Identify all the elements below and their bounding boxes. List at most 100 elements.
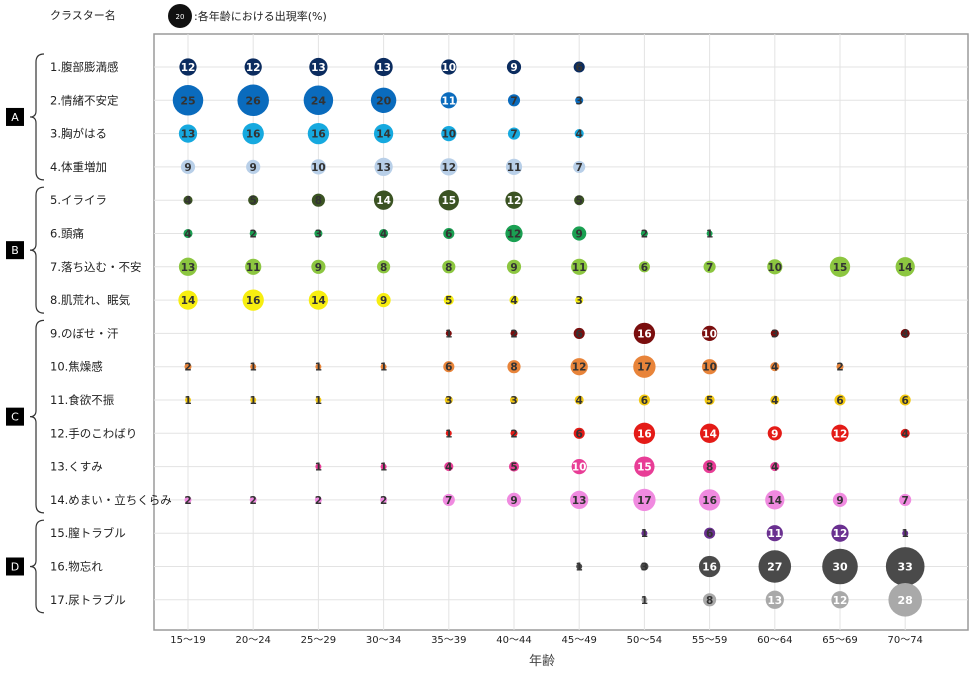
bubble [374, 157, 393, 177]
bubble [698, 555, 721, 578]
bubble-value-label: 7 [706, 262, 713, 274]
bubble [900, 428, 910, 438]
bubble-value-label: 4 [902, 428, 909, 440]
bubble-value-label: 14 [376, 195, 391, 207]
bubble [178, 290, 198, 310]
bubble-value-label: 4 [445, 462, 452, 474]
bubble-value-label: 9 [380, 295, 387, 307]
bubble-value-label: 14 [376, 129, 391, 141]
bubble-value-label: 12 [833, 595, 848, 607]
bubble [574, 195, 585, 206]
bubble [573, 327, 585, 339]
bubble-value-label: 9 [315, 262, 322, 274]
bubble [575, 96, 584, 105]
cluster-badge [6, 407, 24, 426]
bubble [183, 228, 193, 239]
row-label: 8.肌荒れ、眠気 [50, 293, 131, 307]
bubble-value-label: 3 [576, 95, 583, 107]
bubble [445, 430, 452, 437]
bubble-value-label: 11 [572, 262, 587, 274]
bubble-value-label: 1 [315, 362, 322, 374]
bubble-value-label: 11 [441, 95, 456, 107]
cluster-bracket [29, 53, 45, 181]
bubble-value-label: 17 [637, 495, 652, 507]
bubble-value-label: 13 [376, 162, 391, 174]
bubble [376, 293, 391, 308]
bubble [767, 426, 782, 441]
row-label: 7.落ち込む・不安 [50, 260, 141, 274]
bubble-value-label: 28 [898, 594, 913, 607]
bubble-value-label: 2 [315, 495, 322, 507]
bubble [899, 493, 912, 506]
bubble-value-label: 2 [836, 362, 843, 374]
bubble-value-label: 4 [771, 395, 778, 407]
bubble-value-label: 2 [380, 495, 387, 507]
bubble [249, 496, 257, 504]
bubble [315, 396, 322, 404]
bubble [834, 394, 846, 406]
bubble [895, 257, 915, 277]
bubble [250, 396, 257, 404]
row-label: 3.胸がはる [50, 127, 107, 141]
bubble [640, 229, 648, 238]
bubble-value-label: 14 [181, 295, 196, 307]
row-label: 1.腹部膨満感 [50, 60, 118, 74]
bubble [832, 492, 848, 507]
cluster-label: D [11, 561, 19, 574]
bubble-value-label: 12 [833, 528, 848, 540]
bubble-value-label: 20 [376, 94, 392, 107]
bubble-value-label: 13 [572, 495, 587, 507]
bubble-value-label: 15 [637, 462, 652, 474]
bubble [438, 190, 459, 211]
row-labels: 1.腹部膨満感 2.情緒不安定 3.胸がはる 4.体重増加 5.イライラ 6.頭痛 7.落ち… [50, 60, 172, 607]
bubble-value-label: 9 [576, 229, 583, 241]
bubble [571, 459, 587, 475]
legend-bubble [168, 4, 192, 28]
bubble [576, 563, 583, 570]
bubble [179, 58, 197, 76]
bubble-value-label: 7 [445, 495, 452, 507]
bubble-value-label: 4 [576, 395, 583, 407]
bubble-value-label: 2 [184, 362, 191, 374]
bubble [829, 256, 851, 277]
bubble-value-label: 14 [767, 495, 782, 507]
x-axis-label: 年齢 [529, 654, 555, 669]
row-label: 5.イライラ [50, 193, 107, 207]
legend-cluster-label: クラスター名 [50, 8, 116, 22]
bubble [633, 355, 656, 378]
bubble-value-label: 16 [246, 129, 261, 141]
x-tick-label: 45〜49 [561, 635, 596, 646]
legend-bubble-caption: :各年齢における出現率(%) [194, 9, 327, 23]
bubble-value-label: 12 [441, 162, 456, 174]
x-tick-label: 50〜54 [627, 635, 662, 646]
bubble [442, 493, 455, 506]
bubble-value-label: 1 [641, 528, 648, 540]
bubble-value-label: 2 [641, 229, 648, 241]
x-tick-label: 60〜64 [757, 635, 792, 646]
bubble [638, 261, 650, 273]
bubble [831, 424, 849, 442]
bubble [172, 85, 204, 116]
bubble [770, 462, 780, 472]
bubble [574, 395, 584, 405]
bubble-value-label: 14 [898, 262, 913, 274]
bubble-value-label: 7 [576, 162, 583, 174]
bubble [184, 496, 192, 504]
bubble [702, 359, 718, 375]
bubble-value-label: 14 [311, 295, 326, 307]
bubble [183, 195, 193, 205]
bubble-value-label: 4 [510, 295, 517, 307]
bubble [570, 490, 589, 510]
bubble [633, 488, 656, 512]
bubble-value-label: 8 [706, 595, 713, 607]
bubble-value-label: 6 [836, 395, 843, 407]
cluster-bracket [29, 186, 45, 314]
bubble [899, 394, 911, 406]
bubble [902, 530, 909, 537]
x-tick-label: 65〜69 [822, 635, 857, 646]
bubble-value-label: 11 [767, 528, 782, 540]
bubble [888, 583, 922, 617]
bubble-value-label: 7 [510, 129, 517, 141]
cluster-badge [6, 107, 24, 126]
bubble-value-label: 25 [180, 94, 195, 107]
